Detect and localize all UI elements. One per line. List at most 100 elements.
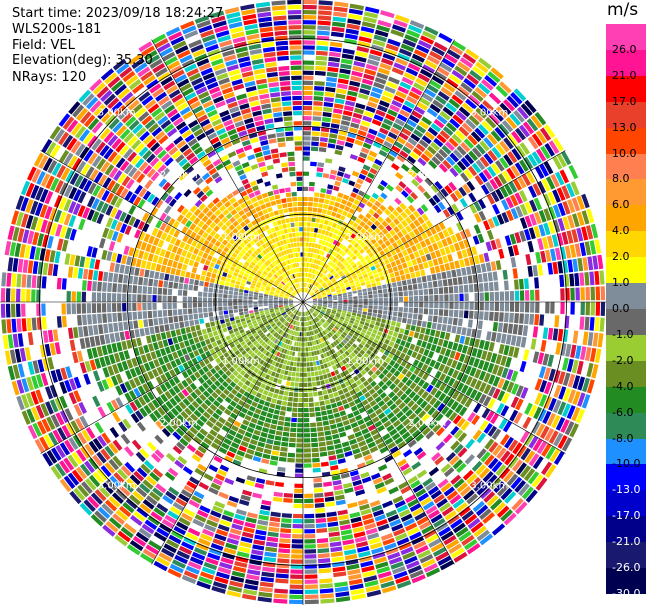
velocity-gate [483,372,491,383]
velocity-gate [433,361,441,370]
velocity-gate [317,228,322,234]
velocity-gate [338,299,343,302]
velocity-gate [485,331,492,341]
velocity-gate [376,171,385,179]
velocity-gate [304,478,313,483]
velocity-gate [500,199,510,211]
velocity-gate [435,427,445,437]
velocity-gate [382,376,389,384]
velocity-gate [492,364,500,375]
velocity-gate [486,193,496,205]
velocity-gate [499,291,505,301]
velocity-gate [530,338,537,350]
velocity-gate [449,302,454,309]
velocity-gate [483,340,490,351]
velocity-gate [475,264,482,274]
velocity-gate [287,452,296,458]
velocity-gate [423,288,429,295]
velocity-gate [448,137,459,148]
velocity-gate [483,137,494,149]
velocity-gate [333,282,339,286]
velocity-gate [459,197,468,208]
velocity-gate [262,405,269,412]
velocity-gate [195,324,201,331]
velocity-gate [498,123,510,136]
velocity-gate [416,397,424,406]
velocity-gate [496,484,509,497]
velocity-gate [376,267,383,273]
velocity-gate [303,15,317,20]
velocity-gate [529,390,538,403]
velocity-gate [353,299,358,302]
velocity-gate [401,76,414,86]
velocity-gate [486,133,498,146]
velocity-gate [363,231,370,238]
velocity-gate [407,182,416,191]
velocity-gate [415,124,427,134]
velocity-gate [438,221,446,231]
velocity-gate [543,161,554,175]
velocity-gate [500,487,513,501]
velocity-gate [309,176,316,182]
velocity-gate [365,318,371,324]
velocity-gate [473,310,479,320]
velocity-gate [504,453,515,466]
velocity-gate [317,305,322,307]
velocity-gate [318,568,332,574]
velocity-gate [437,201,446,211]
velocity-gate [296,367,300,372]
velocity-gate [282,395,288,401]
velocity-gate [304,599,319,605]
velocity-gate [383,188,391,196]
velocity-gate [333,300,338,302]
velocity-gate [336,289,342,293]
velocity-gate [495,260,502,271]
velocity-gate [463,195,473,206]
velocity-gate [456,268,462,277]
velocity-gate [308,278,311,283]
velocity-gate [539,127,552,142]
velocity-gate [482,168,493,180]
velocity-gate [501,392,510,404]
velocity-gate [561,231,569,245]
velocity-gate [323,107,333,113]
velocity-gate [362,311,367,316]
velocity-gate [326,272,331,277]
velocity-gate [400,274,406,281]
velocity-gate [493,342,500,353]
velocity-gate [351,70,363,78]
velocity-gate [510,396,520,409]
velocity-gate [364,322,370,327]
velocity-gate [303,186,309,192]
velocity-gate [399,109,411,118]
velocity-gate [290,381,295,387]
velocity-gate [394,246,401,254]
velocity-gate [344,329,349,334]
velocity-gate [364,334,370,340]
velocity-gate [328,377,334,383]
velocity-gate [317,553,330,559]
velocity-gate [311,307,315,311]
velocity-gate [541,178,551,192]
velocity-gate [480,242,488,253]
velocity-gate [316,316,321,321]
velocity-gate [494,291,500,301]
velocity-gate [277,466,286,472]
velocity-gate [389,359,396,367]
velocity-gate [311,351,315,356]
velocity-gate [419,302,424,308]
velocity-gate [348,127,358,134]
velocity-gate [344,241,350,247]
velocity-gate [393,19,408,28]
velocity-gate [500,355,508,367]
velocity-gate [335,266,340,272]
velocity-gate [442,339,449,348]
velocity-gate [272,445,281,451]
velocity-gate [310,146,319,152]
velocity-gate [464,228,472,238]
velocity-gate [468,310,474,319]
velocity-gate [373,355,380,362]
velocity-gate [381,343,388,350]
ppi-gates [0,0,606,605]
velocity-gate [430,387,438,396]
